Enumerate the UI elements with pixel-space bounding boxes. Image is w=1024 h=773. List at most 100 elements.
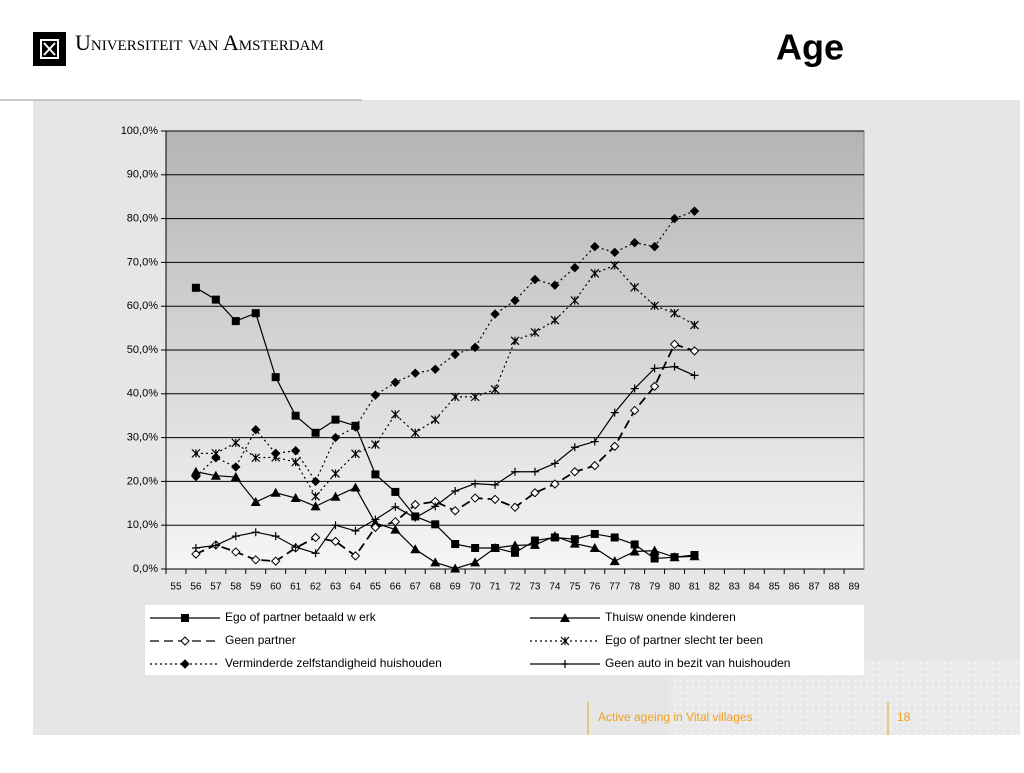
marker [470, 557, 481, 567]
marker [689, 346, 700, 356]
marker [670, 362, 679, 371]
marker [250, 496, 261, 506]
x-tick-label: 84 [749, 582, 761, 593]
x-tick-label: 86 [789, 582, 801, 593]
marker [291, 411, 300, 420]
marker [371, 470, 380, 479]
marker [510, 540, 520, 550]
marker [451, 487, 460, 496]
legend-label: Geen auto in bezit van huishouden [605, 656, 790, 670]
marker [590, 460, 600, 471]
x-tick-label: 60 [270, 582, 282, 593]
marker [331, 415, 340, 424]
marker [470, 342, 480, 353]
marker [430, 364, 440, 374]
marker [610, 247, 620, 258]
marker [450, 392, 460, 402]
logo-text: Universiteit van Amsterdam [75, 30, 324, 55]
x-tick-label: 71 [489, 582, 501, 593]
marker [191, 283, 200, 292]
marker [471, 479, 480, 488]
marker [609, 556, 620, 566]
x-tick-label: 80 [669, 582, 681, 593]
marker [610, 261, 620, 270]
x-tick-label: 74 [549, 582, 561, 593]
marker [649, 241, 660, 252]
marker [410, 428, 420, 438]
marker [550, 315, 560, 325]
x-tick-label: 59 [250, 582, 262, 593]
marker [331, 521, 340, 530]
marker [251, 555, 261, 565]
marker [561, 660, 569, 668]
marker [311, 549, 320, 558]
y-tick-label: 70,0% [127, 256, 158, 268]
marker [350, 422, 361, 432]
x-tick-label: 64 [350, 582, 362, 593]
marker [550, 459, 559, 468]
marker [351, 449, 360, 459]
marker [550, 479, 560, 489]
marker [330, 536, 341, 547]
marker [650, 554, 659, 563]
marker [669, 213, 680, 224]
marker [331, 469, 340, 478]
marker [530, 328, 540, 337]
x-tick-label: 73 [529, 582, 541, 593]
marker [330, 491, 341, 501]
marker [251, 309, 260, 318]
marker [690, 320, 699, 330]
x-tick-label: 56 [190, 582, 202, 593]
marker [291, 457, 301, 467]
marker [370, 522, 381, 533]
marker [630, 540, 639, 549]
marker [191, 471, 201, 482]
marker [180, 636, 190, 646]
marker [490, 309, 500, 319]
marker [290, 446, 301, 456]
marker [590, 268, 600, 278]
logo-mark [40, 39, 59, 59]
marker [190, 466, 201, 476]
marker [610, 408, 619, 417]
marker [649, 381, 660, 392]
marker [630, 384, 639, 393]
marker [231, 547, 241, 557]
marker [410, 368, 420, 378]
x-tick-label: 88 [829, 582, 841, 593]
page-number: 18 [897, 710, 911, 724]
marker [510, 295, 520, 306]
marker [180, 659, 190, 669]
series-line [195, 471, 695, 570]
marker [610, 441, 620, 452]
marker [181, 614, 189, 622]
marker [470, 493, 480, 503]
marker [271, 373, 280, 382]
marker [231, 532, 240, 541]
marker [570, 467, 580, 477]
marker [590, 241, 600, 252]
marker [410, 499, 420, 510]
x-tick-label: 76 [589, 582, 601, 593]
marker [450, 506, 460, 516]
marker [530, 488, 540, 498]
marker [690, 371, 699, 380]
marker [650, 364, 659, 373]
marker [251, 425, 261, 435]
x-tick-label: 58 [230, 582, 242, 593]
marker [311, 491, 320, 501]
marker [471, 543, 480, 552]
marker [629, 237, 640, 248]
marker [451, 540, 460, 549]
x-tick-label: 63 [330, 582, 342, 593]
series-line [195, 343, 695, 563]
marker [511, 467, 519, 476]
x-tick-label: 70 [470, 582, 482, 593]
marker [270, 487, 281, 497]
legend [145, 605, 864, 675]
marker [491, 480, 500, 489]
marker [371, 515, 380, 524]
marker [390, 409, 400, 419]
